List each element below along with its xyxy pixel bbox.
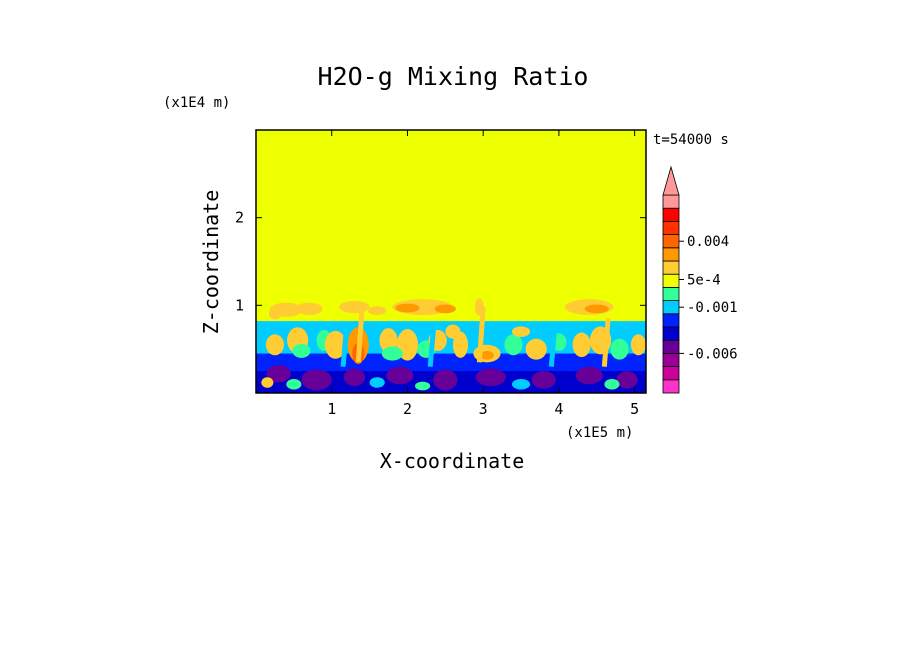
colorbar-label: 0.004 (687, 234, 729, 250)
contour-blob (434, 304, 456, 314)
colorbar-level (662, 352, 680, 367)
contour-blob (386, 366, 414, 385)
contour-blob (511, 378, 531, 390)
x-axis-ticks: 1 2 3 4 5 (327, 130, 639, 418)
y-multiplier-label: (x1E4 m) (163, 95, 230, 111)
colorbar-level (662, 339, 680, 354)
contour-blob (295, 302, 323, 315)
contour-streak (355, 309, 365, 363)
contour-blob (286, 378, 302, 390)
contour-blob (395, 303, 420, 313)
contour-blob (368, 306, 387, 315)
contour-streak (548, 322, 558, 367)
contour-blob (531, 371, 556, 389)
contour-blob (575, 366, 603, 385)
y-axis-ticks: 12 (235, 209, 646, 314)
contour-blob (480, 350, 494, 360)
chart-title: H2O-g Mixing Ratio (318, 62, 589, 91)
contour-streak (427, 322, 437, 367)
y-axis-label: Z-coordinate (199, 190, 223, 335)
contour-blob (511, 326, 531, 337)
contour-blob (292, 343, 311, 358)
contour-blob (475, 368, 506, 386)
x-tick-label: 4 (554, 400, 563, 418)
colorbar-level (662, 379, 680, 394)
x-tick-label: 2 (403, 400, 412, 418)
contour-blob (525, 338, 547, 360)
contour-streak (340, 322, 350, 367)
colorbar-level (662, 220, 680, 235)
colorbar-level (662, 207, 680, 222)
contour-field (256, 130, 646, 393)
contour-blob (445, 324, 461, 339)
y-tick-label: 2 (235, 209, 244, 227)
colorbar-level (662, 273, 680, 288)
contour-blob (339, 300, 370, 314)
contour-blob (379, 328, 398, 353)
contour-blob (584, 304, 609, 314)
contour-blob (261, 377, 274, 388)
plot-frame (255, 129, 647, 394)
x-tick-label: 3 (479, 400, 488, 418)
colorbar-level (662, 247, 680, 262)
contour-blob (415, 381, 431, 391)
contour-blob (301, 369, 332, 391)
colorbar-level (662, 366, 680, 381)
colorbar-level (662, 313, 680, 328)
x-tick-label: 5 (630, 400, 639, 418)
contour-blob (268, 308, 281, 320)
contour-blob (572, 332, 591, 358)
contour-blob (504, 334, 523, 356)
colorbar-level (662, 300, 680, 315)
colorbar-level (662, 234, 680, 249)
contour-blob (343, 368, 366, 386)
contour-blob (433, 369, 458, 391)
contour-blob (610, 338, 629, 360)
contour-blob (452, 331, 469, 358)
colorbar-label: -0.001 (687, 300, 738, 316)
x-tick-label: 1 (327, 400, 336, 418)
colorbar-label: 5e-4 (687, 272, 721, 288)
contour-blob (324, 330, 347, 359)
x-multiplier-label: (x1E5 m) (566, 425, 633, 441)
contour-blob (604, 378, 620, 390)
contour-blob (381, 346, 403, 361)
colorbar-extend-arrow (662, 165, 680, 196)
time-label: t=54000 s (653, 132, 729, 148)
colorbar: -0.006 -0.001 5e-4 0.004 (662, 165, 738, 394)
contour-blob (265, 334, 285, 356)
x-axis-label: X-coordinate (380, 449, 525, 473)
contour-blob (630, 334, 646, 356)
colorbar-label: -0.006 (687, 346, 738, 362)
contour-blob (616, 371, 638, 389)
colorbar-level (662, 326, 680, 341)
contour-streak (476, 306, 486, 363)
colorbar-level (662, 194, 680, 209)
y-tick-label: 1 (235, 296, 244, 314)
contour-blob (266, 364, 291, 383)
contour-streak (601, 318, 611, 367)
colorbar-level (662, 286, 680, 301)
colorbar-level (662, 260, 680, 275)
contour-blob (369, 377, 385, 388)
